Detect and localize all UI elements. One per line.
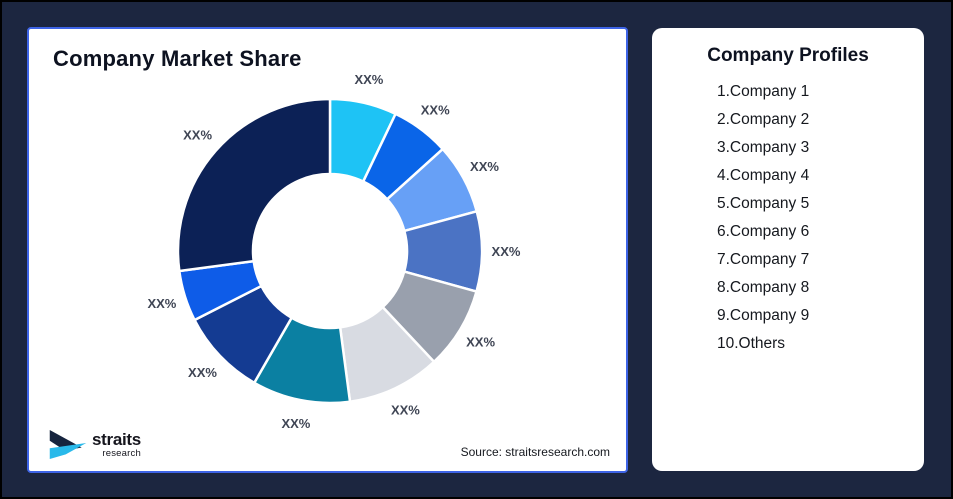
- profile-list-item: 4.Company 4: [717, 167, 810, 184]
- profile-list-item: 5.Company 5: [717, 195, 810, 212]
- segment-label: XX%: [391, 403, 420, 418]
- straits-research-logo: straits research: [49, 429, 141, 460]
- profile-list-item: 6.Company 6: [717, 223, 810, 240]
- segment-label: XX%: [492, 244, 521, 259]
- segment-label: XX%: [354, 72, 383, 87]
- segment-label: XX%: [188, 365, 217, 380]
- donut-chart: XX% XX% XX% XX% XX% XX% XX% XX% XX% XX%: [147, 72, 521, 431]
- profile-list-item: 2.Company 2: [717, 111, 810, 128]
- chart-title: Company Market Share: [53, 46, 302, 71]
- segment-label: XX%: [421, 102, 450, 117]
- profile-list-item: 1.Company 1: [717, 83, 810, 100]
- segment-label: XX%: [147, 296, 176, 311]
- logo-subtitle: research: [102, 447, 141, 459]
- logo-text: straits research: [92, 431, 141, 459]
- profile-list-item: 3.Company 3: [717, 139, 810, 156]
- source-note: Source: straitsresearch.com: [460, 445, 610, 459]
- segment-label: XX%: [183, 128, 212, 143]
- profile-list-item: 9.Company 9: [717, 307, 810, 324]
- segment-label: XX%: [470, 159, 499, 174]
- market-share-card: Company Market Share XX% XX% XX% XX% XX% XX% X…: [27, 27, 628, 473]
- profile-list-item: 8.Company 8: [717, 279, 810, 296]
- profile-list-item: 10.Others: [717, 335, 786, 352]
- company-profiles-card: Company Profiles 1.Company 1 2.Company 2 3…: [652, 28, 924, 471]
- segment-label: XX%: [281, 416, 310, 431]
- profiles-list: 1.Company 1 2.Company 2 3.Company 3 4.Compa…: [652, 78, 924, 358]
- profiles-title: Company Profiles: [707, 45, 869, 66]
- profile-list-item: 7.Company 7: [717, 251, 810, 268]
- segment-label: XX%: [466, 335, 495, 350]
- logo-brand: straits: [92, 429, 141, 449]
- donut-segment-others: [176, 97, 332, 273]
- straits-logo-icon: [49, 430, 87, 459]
